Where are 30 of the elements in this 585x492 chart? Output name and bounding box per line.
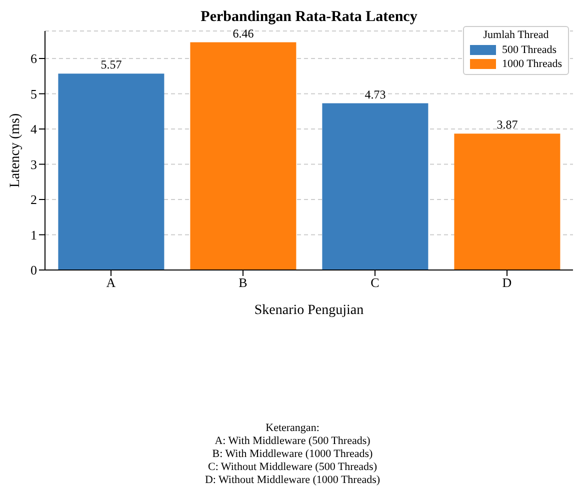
legend-label: 500 Threads xyxy=(502,44,556,56)
x-tick-label: C xyxy=(370,275,380,290)
text: D: Without Middleware (1000 Threads) xyxy=(204,474,382,487)
y-tick-label: 4 xyxy=(30,122,38,137)
y-tick-label: 1 xyxy=(30,227,37,242)
x-tick-label: A xyxy=(106,275,116,290)
y-tick-label: 6 xyxy=(30,51,38,66)
legend-label: 1000 Threads xyxy=(502,58,562,70)
legend-title: Jumlah Thread xyxy=(482,29,550,41)
bar xyxy=(58,74,164,270)
bar xyxy=(190,42,296,270)
text: A: With Middleware (500 Threads) xyxy=(214,435,372,448)
text: C: Without Middleware (500 Threads) xyxy=(206,461,378,474)
y-axis-title: Latency (ms) xyxy=(8,113,23,188)
x-tick-label: B xyxy=(238,275,248,290)
x-tick-label: D xyxy=(502,275,512,290)
bar xyxy=(454,134,560,270)
x-axis-title: Skenario Pengujian xyxy=(254,303,364,318)
chart-title: Perbandingan Rata-Rata Latency xyxy=(200,9,418,26)
y-tick-label: 5 xyxy=(30,86,37,102)
text: B: With Middleware (1000 Threads) xyxy=(211,448,374,461)
text: Keterangan: xyxy=(264,422,320,435)
data-label: 5.57 xyxy=(100,58,122,72)
data-label: 6.46 xyxy=(232,26,254,40)
y-tick-label: 0 xyxy=(30,262,37,278)
bar xyxy=(322,103,428,270)
y-tick-label: 3 xyxy=(30,156,37,172)
data-label: 3.87 xyxy=(496,118,518,132)
data-label: 4.73 xyxy=(364,87,386,102)
y-tick-label: 2 xyxy=(30,192,37,208)
